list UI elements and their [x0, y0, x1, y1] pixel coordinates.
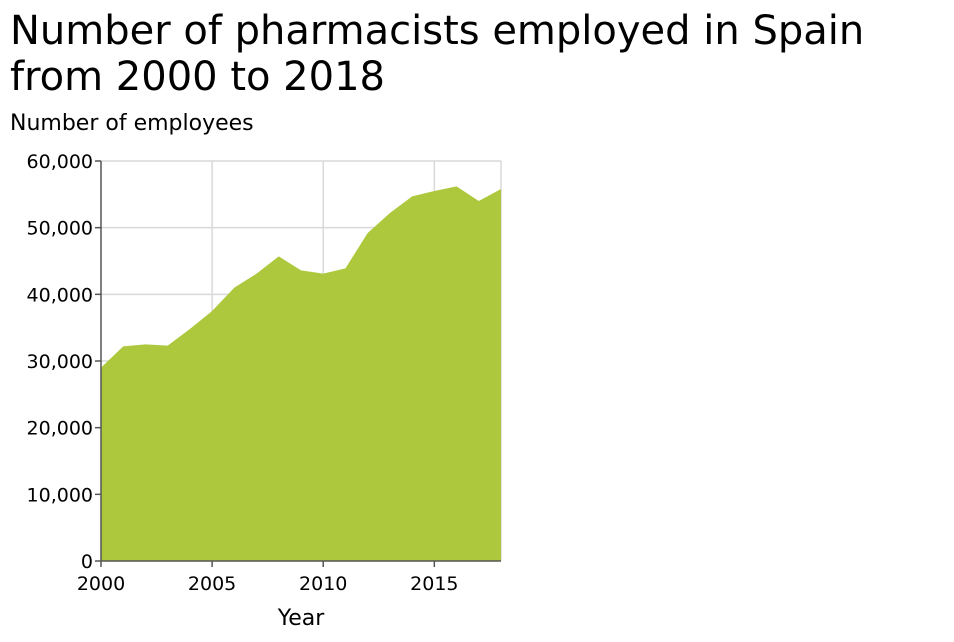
y-tick-label: 50,000 — [27, 218, 93, 240]
y-tick-label: 10,000 — [27, 484, 93, 506]
y-axis-label: Number of employees — [10, 111, 254, 136]
y-tick-label: 60,000 — [27, 151, 93, 173]
y-axis-ticks: 0 10,000 20,000 30,000 40,000 50,000 60,000 — [27, 151, 101, 573]
y-tick-label: 30,000 — [27, 351, 93, 373]
x-axis-label: Year — [277, 606, 326, 631]
series-area — [101, 186, 501, 562]
x-tick-label: 2015 — [410, 573, 458, 595]
x-tick-label: 2000 — [77, 573, 125, 595]
x-axis-ticks: 2000 2005 2010 2015 — [77, 561, 459, 595]
x-tick-label: 2010 — [299, 573, 347, 595]
area-fill — [101, 186, 501, 562]
chart-title: Number of pharmacists employed in Spain … — [10, 8, 865, 100]
y-tick-label: 40,000 — [27, 284, 93, 306]
y-tick-label: 0 — [81, 551, 93, 573]
x-tick-label: 2005 — [188, 573, 236, 595]
y-tick-label: 20,000 — [27, 418, 93, 440]
